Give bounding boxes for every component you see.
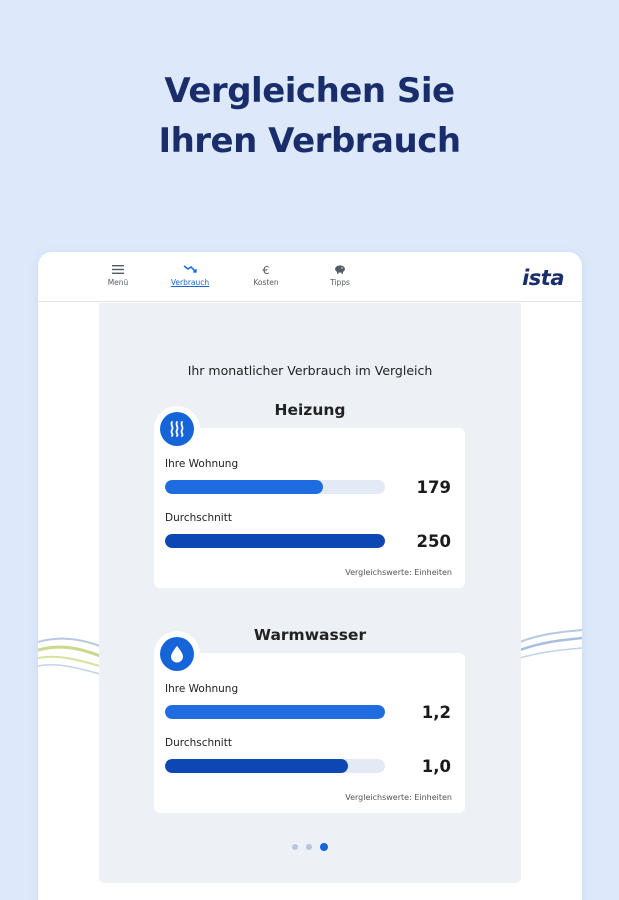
value-durchschnitt: 250: [416, 532, 451, 551]
piggy-bank-icon: [310, 264, 370, 278]
row-label-durchschnitt: Durchschnitt: [165, 512, 232, 524]
progress-bar-ihre-wohnung: [165, 480, 385, 494]
progress-fill: [165, 480, 323, 494]
nav-item-menu[interactable]: Menü: [88, 264, 148, 287]
euro-icon: €: [262, 264, 270, 277]
nav-item-verbrauch[interactable]: Verbrauch: [160, 264, 220, 287]
water-drop-icon: [171, 646, 183, 663]
nav-item-tipps[interactable]: Tipps: [310, 264, 370, 287]
footnote: Vergleichswerte: Einheiten: [345, 568, 452, 577]
headline-line-1: Vergleichen Sie: [164, 71, 455, 111]
page-indicator: [99, 836, 521, 855]
app-screen: Menü Verbrauch € Kosten Tipps ista: [38, 252, 582, 900]
nav-item-label: Menü: [107, 278, 129, 287]
headline-line-2: Ihren Verbrauch: [158, 121, 461, 161]
progress-fill: [165, 759, 349, 773]
row-label-ihre-wohnung: Ihre Wohnung: [165, 683, 239, 695]
page-dot-3-active[interactable]: [320, 842, 328, 851]
top-navigation-bar: Menü Verbrauch € Kosten Tipps ista: [38, 252, 582, 302]
page-dot-2[interactable]: [306, 843, 312, 850]
decorative-swoosh-left: [38, 637, 100, 675]
progress-fill: [165, 705, 385, 719]
progress-bar-ihre-wohnung: [165, 705, 385, 719]
row-label-durchschnitt: Durchschnitt: [165, 737, 232, 749]
water-badge: [154, 631, 200, 677]
panel-title: Ihr monatlicher Verbrauch im Vergleich: [187, 363, 433, 378]
progress-bar-durchschnitt: [165, 759, 385, 773]
nav-item-kosten[interactable]: € Kosten: [236, 264, 296, 287]
value-ihre-wohnung: 179: [416, 478, 451, 497]
decorative-swoosh-right: [520, 629, 582, 659]
section-title-heizung: Heizung: [274, 401, 346, 419]
ista-logo: ista: [522, 266, 564, 290]
heating-badge: [154, 406, 200, 452]
headline: Vergleichen Sie Ihren Verbrauch: [0, 66, 619, 166]
nav-item-label: Tipps: [330, 278, 350, 287]
consumption-comparison-panel: Ihr monatlicher Verbrauch im Vergleich H…: [99, 303, 521, 883]
row-label-ihre-wohnung: Ihre Wohnung: [165, 458, 239, 470]
comparison-card-heizung: Ihre Wohnung 179 Durchschnitt 250 Vergle…: [154, 428, 465, 588]
comparison-card-warmwasser: Ihre Wohnung 1,2 Durchschnitt 1,0 Vergle…: [154, 653, 465, 813]
menu-icon: [88, 264, 148, 278]
value-durchschnitt: 1,0: [421, 757, 451, 776]
nav-item-label: Verbrauch: [170, 278, 210, 287]
page-dot-1[interactable]: [292, 843, 298, 850]
progress-bar-durchschnitt: [165, 534, 385, 548]
footnote: Vergleichswerte: Einheiten: [345, 793, 452, 802]
progress-fill: [165, 534, 385, 548]
section-title-warmwasser: Warmwasser: [253, 626, 367, 644]
consumption-trend-icon: [160, 264, 220, 278]
heating-icon: [170, 421, 184, 437]
value-ihre-wohnung: 1,2: [421, 703, 451, 722]
nav-item-label: Kosten: [253, 278, 279, 287]
